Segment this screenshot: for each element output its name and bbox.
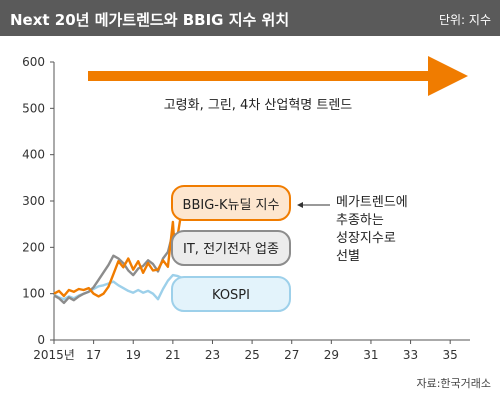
y-tick-label: 600 <box>22 55 45 69</box>
unit-label: 단위: 지수 <box>439 13 491 27</box>
box-it <box>171 230 291 266</box>
x-tick-label: 31 <box>363 348 378 362</box>
annotation-line-4: 선별 <box>336 249 360 264</box>
y-tick-label: 200 <box>22 240 45 254</box>
x-tick-label: 23 <box>205 348 220 362</box>
x-tick-label: 21 <box>165 348 180 362</box>
series-layer <box>53 196 190 305</box>
y-tick-label: 500 <box>22 101 45 115</box>
x-tick-label: 27 <box>284 348 299 362</box>
y-tick-label: 300 <box>22 194 45 208</box>
x-tick-label: 2015년 <box>33 348 75 362</box>
box-bbig-label: BBIG-K뉴딜 지수 <box>183 198 280 213</box>
trend-arrow-label: 고령화, 그린, 4차 산업혁명 트렌드 <box>164 98 353 113</box>
annotation-line-3: 성장지수로 <box>336 231 396 246</box>
box-bbig <box>171 185 291 221</box>
box-kospi-label: KOSPI <box>212 288 250 303</box>
x-tick-label: 35 <box>443 348 458 362</box>
series-it-line <box>53 231 190 305</box>
y-ticks: 0 100 200 300 400 500 600 <box>22 55 54 347</box>
chart-title: Next 20년 메가트렌드와 BBIG 지수 위치 <box>10 11 289 29</box>
y-tick-label: 400 <box>22 148 45 162</box>
x-tick-label: 33 <box>403 348 418 362</box>
box-it-label: IT, 전기전자 업종 <box>183 242 279 257</box>
y-tick-label: 0 <box>37 333 45 347</box>
x-tick-label: 17 <box>86 348 101 362</box>
x-tick-label: 19 <box>126 348 141 362</box>
x-ticks: 2015년 17 19 21 23 25 27 29 31 33 35 <box>33 340 458 362</box>
source-label: 자료:한국거래소 <box>416 377 491 390</box>
y-tick-label: 100 <box>22 287 45 301</box>
annotation-line-1: 메가트렌드에 <box>336 195 408 210</box>
x-tick-label: 25 <box>244 348 259 362</box>
series-kospi-line <box>53 273 189 301</box>
box-kospi <box>171 276 291 312</box>
annotation-line-2: 추종하는 <box>336 213 384 228</box>
header-bar <box>0 0 500 36</box>
x-tick-label: 29 <box>324 348 339 362</box>
